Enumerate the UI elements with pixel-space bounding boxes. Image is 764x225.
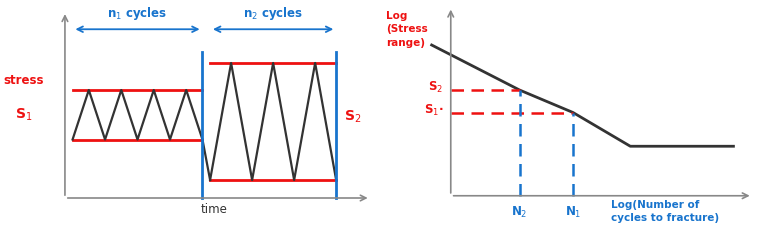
Text: Log
(Stress
range): Log (Stress range) xyxy=(386,11,428,48)
Text: S$_1$: S$_1$ xyxy=(15,107,33,123)
Text: stress: stress xyxy=(4,74,44,88)
Text: n$_2$ cycles: n$_2$ cycles xyxy=(243,5,303,22)
Text: S$_2$: S$_2$ xyxy=(428,80,443,95)
Text: n$_1$ cycles: n$_1$ cycles xyxy=(108,5,167,22)
Text: time: time xyxy=(200,203,228,216)
Text: N$_1$: N$_1$ xyxy=(565,205,581,220)
Text: S$_1$·: S$_1$· xyxy=(423,103,443,118)
Text: S$_2$: S$_2$ xyxy=(344,109,361,125)
Text: Log(Number of
cycles to fracture): Log(Number of cycles to fracture) xyxy=(611,200,720,223)
Text: N$_2$: N$_2$ xyxy=(511,205,528,220)
